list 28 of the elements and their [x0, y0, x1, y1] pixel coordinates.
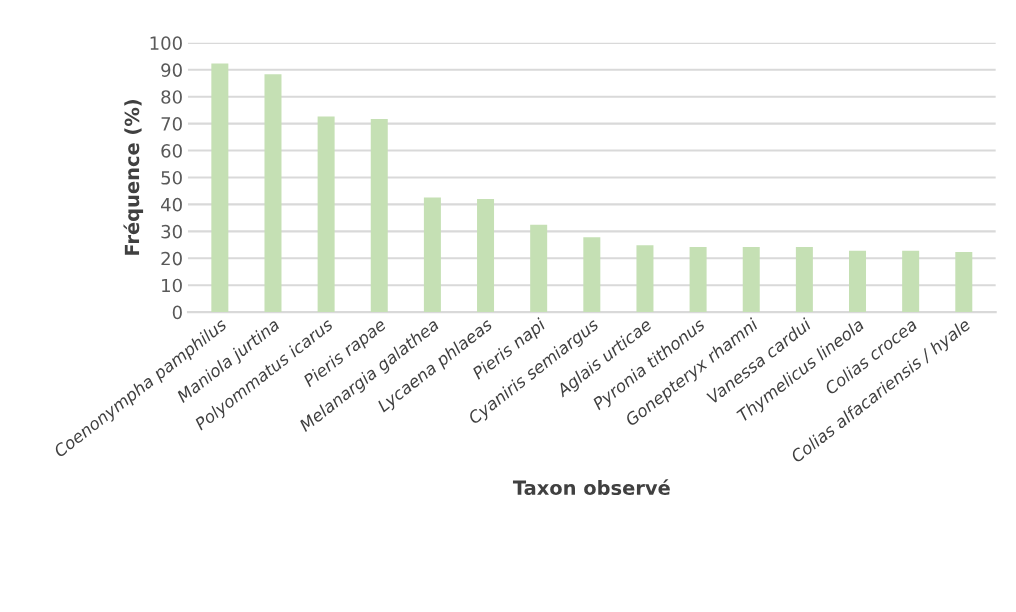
- y-tick-label: 40: [161, 197, 182, 212]
- y-axis-title: Fréquence (%): [123, 99, 144, 255]
- bar: [955, 252, 973, 313]
- bar: [423, 197, 441, 313]
- bar: [742, 246, 760, 313]
- y-tick-label: 50: [161, 170, 182, 185]
- bar: [849, 250, 867, 313]
- bar: [530, 224, 548, 313]
- bar: [370, 119, 388, 313]
- y-tick-label: 30: [161, 224, 182, 239]
- x-axis-title: Taxon observé: [512, 479, 670, 496]
- bar: [211, 63, 229, 313]
- y-tick-label: 70: [161, 117, 182, 131]
- y-tick-label: 80: [161, 90, 182, 104]
- y-tick-label: 60: [161, 144, 182, 158]
- y-tick-label: 100: [150, 36, 182, 50]
- bar: [317, 116, 335, 313]
- y-tick-label: 10: [162, 278, 182, 293]
- y-tick-label: 0: [172, 305, 182, 320]
- bar: [477, 199, 495, 313]
- bar: [795, 246, 813, 313]
- bar: [902, 250, 920, 313]
- bar: [264, 74, 282, 313]
- bar: [636, 245, 654, 313]
- bar: [689, 246, 707, 313]
- bar: [583, 237, 601, 313]
- y-tick-label: 90: [161, 63, 182, 77]
- y-tick-label: 20: [161, 251, 182, 266]
